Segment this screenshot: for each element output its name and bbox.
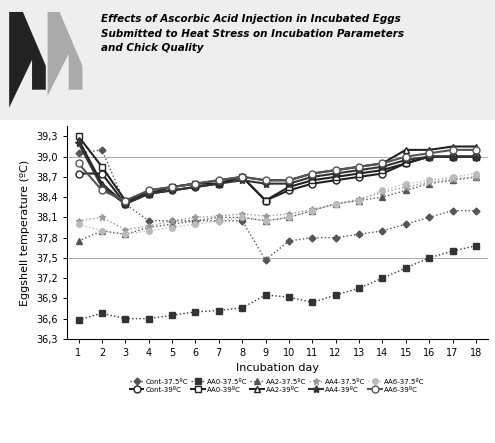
X-axis label: Incubation day: Incubation day [236,363,319,373]
Text: Effects of Ascorbic Acid Injection in Incubated Eggs
Submitted to Heat Stress on: Effects of Ascorbic Acid Injection in In… [101,14,404,53]
Legend: Cont-37.5ºC, Cont-39ºC, AA0-37.5ºC, AA0-39ºC, AA2-37.5ºC, AA2-39ºC, AA4-37.5ºC, : Cont-37.5ºC, Cont-39ºC, AA0-37.5ºC, AA0-… [128,377,426,394]
Polygon shape [48,12,82,96]
Y-axis label: Eggshell temperature (ºC): Eggshell temperature (ºC) [20,159,31,306]
Polygon shape [9,12,46,108]
